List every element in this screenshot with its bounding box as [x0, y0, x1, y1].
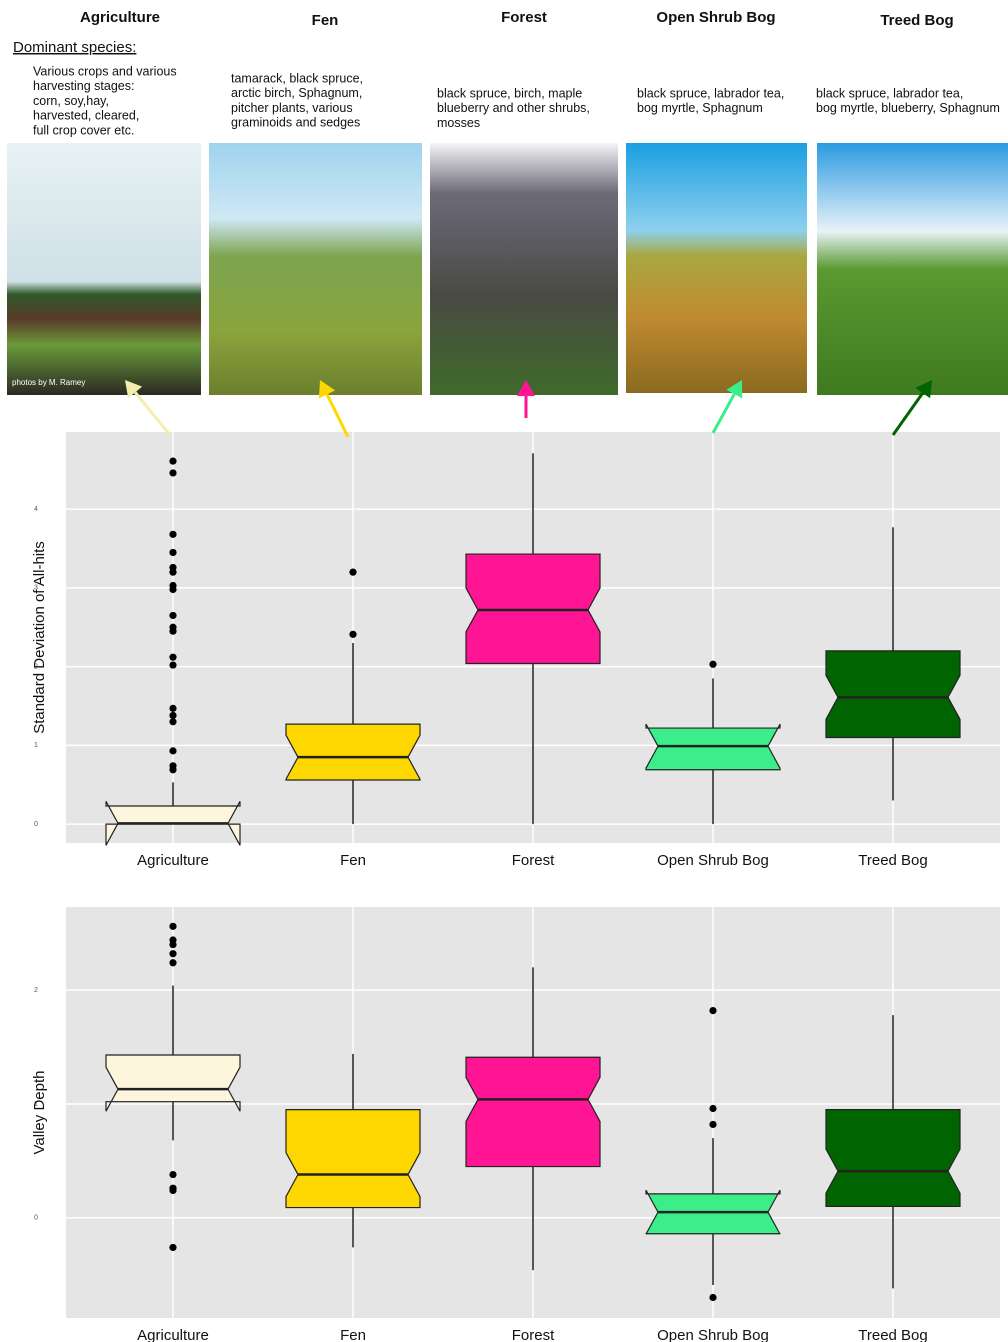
x-tick-label: Agriculture — [137, 852, 209, 869]
box — [105, 1054, 241, 1112]
outlier — [169, 548, 177, 557]
photo — [626, 143, 807, 393]
arrow — [711, 393, 736, 434]
box — [825, 650, 961, 739]
y-axis-label: Valley Depth — [31, 1071, 48, 1155]
outlier — [349, 630, 357, 638]
y-axis-label: Standard Deviation of All-hits — [31, 541, 48, 734]
x-tick-label: Fen — [340, 1327, 366, 1342]
y-tick-label: 4 — [34, 506, 38, 513]
outlier — [709, 660, 717, 668]
outlier — [349, 568, 357, 576]
y-tick-label: 0 — [34, 1215, 38, 1222]
species-text: black spruce, labrador tea, — [637, 86, 784, 100]
outlier — [169, 747, 177, 755]
outlier — [169, 711, 177, 720]
x-tick-label: Treed Bog — [858, 852, 928, 869]
outlier — [709, 1120, 717, 1129]
column-title: Fen — [312, 12, 339, 29]
arrow-head — [726, 380, 743, 399]
outlier — [709, 1293, 717, 1302]
outlier — [169, 922, 177, 930]
outlier — [169, 950, 177, 958]
outlier — [169, 940, 177, 949]
x-tick-label: Forest — [512, 852, 555, 869]
y-tick-label: 1 — [34, 742, 38, 749]
species-text: tamarack, black spruce, — [231, 71, 363, 85]
species-text: pitcher plants, various — [231, 101, 353, 115]
species-text: arctic birch, Sphagnum, — [231, 86, 362, 100]
outlier — [169, 653, 177, 661]
outlier — [169, 469, 177, 477]
arrow-head — [915, 380, 932, 399]
species-text: Various crops and various — [33, 64, 177, 78]
x-tick-label: Agriculture — [137, 1327, 209, 1342]
column-title: Agriculture — [80, 9, 160, 26]
photo — [7, 143, 201, 395]
outlier — [169, 766, 177, 774]
species-text: black spruce, labrador tea, — [816, 86, 963, 100]
photo — [817, 143, 1008, 395]
x-tick-label: Fen — [340, 852, 366, 869]
outlier — [709, 1104, 717, 1113]
species-text: bog myrtle, blueberry, Sphagnum — [816, 101, 1000, 115]
species-text: mosses — [437, 116, 480, 130]
box — [285, 723, 421, 781]
column-title: Open Shrub Bog — [656, 9, 775, 26]
y-tick-label: 2 — [34, 987, 38, 994]
outlier — [169, 585, 177, 594]
photo — [209, 143, 422, 395]
photo — [430, 143, 618, 395]
outlier — [169, 457, 177, 465]
outlier — [169, 611, 177, 620]
species-text: corn, soy,hay, — [33, 94, 109, 108]
arrow-head — [318, 380, 336, 399]
box — [465, 1056, 601, 1168]
x-tick-label: Open Shrub Bog — [657, 852, 769, 869]
outlier — [169, 1170, 177, 1179]
arrow — [325, 393, 350, 438]
outlier — [169, 627, 177, 635]
outlier — [169, 1186, 177, 1195]
species-text: bog myrtle, Sphagnum — [637, 101, 763, 115]
box — [825, 1109, 961, 1208]
x-tick-label: Treed Bog — [858, 1327, 928, 1342]
species-text: black spruce, birch, maple — [437, 86, 582, 100]
arrow — [133, 391, 172, 436]
species-text: graminoids and sedges — [231, 116, 360, 130]
y-tick-label: 3 — [34, 585, 38, 592]
outlier — [709, 1007, 717, 1015]
outlier — [169, 704, 177, 712]
box — [285, 1109, 421, 1209]
outlier — [169, 959, 177, 967]
column-title: Forest — [501, 9, 547, 26]
x-tick-label: Forest — [512, 1327, 555, 1342]
dominant-label: Dominant species: — [13, 39, 136, 56]
species-text: full crop cover etc. — [33, 123, 134, 137]
arrow-head — [517, 380, 535, 396]
outlier — [169, 1243, 177, 1252]
x-tick-label: Open Shrub Bog — [657, 1327, 769, 1342]
outlier — [169, 718, 177, 726]
arrow — [891, 392, 924, 436]
y-tick-label: 1 — [34, 1101, 38, 1108]
outlier — [169, 661, 177, 669]
species-text: harvested, cleared, — [33, 109, 139, 123]
photo-credit: photos by M. Ramey — [12, 378, 85, 387]
outlier — [169, 568, 177, 576]
y-tick-label: 2 — [34, 663, 38, 670]
column-title: Treed Bog — [880, 12, 953, 29]
outlier — [169, 530, 177, 538]
species-text: blueberry and other shrubs, — [437, 101, 590, 115]
y-tick-label: 0 — [34, 821, 38, 828]
species-text: harvesting stages: — [33, 79, 134, 93]
arrow-head — [125, 380, 143, 399]
